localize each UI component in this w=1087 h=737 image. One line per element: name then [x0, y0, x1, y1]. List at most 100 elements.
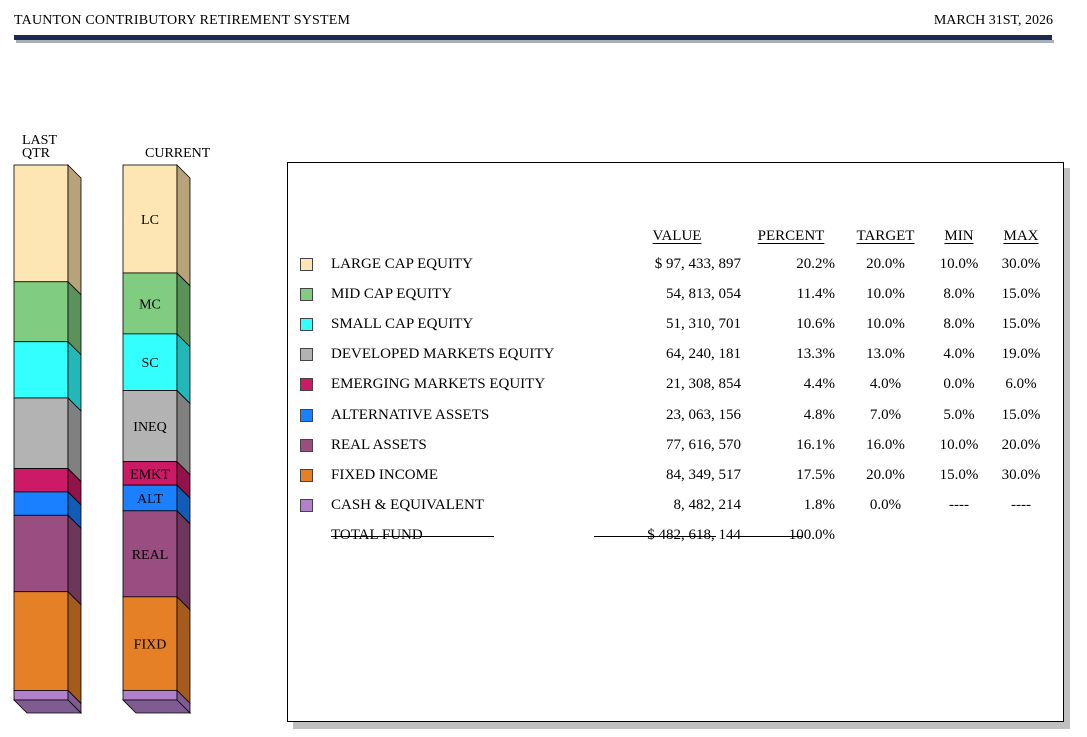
bar-segment-side-ineq — [176, 389, 191, 476]
table-header-row: VALUE PERCENT TARGET MIN MAX — [297, 227, 1052, 249]
asset-max: 6.0% — [1005, 376, 1037, 393]
total-value: $ 482, 618, 144 — [647, 527, 741, 544]
bar-segment-emkt — [13, 468, 69, 493]
total-rule-percent — [728, 536, 803, 537]
asset-target: 10.0% — [866, 285, 905, 302]
total-label: TOTAL FUND — [331, 527, 423, 544]
asset-class-name: FIXED INCOME — [331, 466, 439, 483]
segment-label-emkt: EMKT — [130, 467, 170, 482]
bar-bottom-face — [122, 699, 191, 714]
asset-class-name: ALTERNATIVE ASSETS — [331, 406, 490, 423]
asset-max: ---- — [1011, 497, 1031, 514]
report-title: TAUNTON CONTRIBUTORY RETIREMENT SYSTEM — [14, 13, 351, 28]
asset-max: 30.0% — [1001, 255, 1041, 272]
asset-percent: 4.4% — [803, 376, 835, 393]
header-value: VALUE — [652, 227, 702, 244]
total-percent: 100.0% — [788, 527, 835, 544]
asset-class-name: REAL ASSETS — [331, 436, 427, 453]
asset-min: 8.0% — [943, 315, 975, 332]
table-row: LARGE CAP EQUITY $ 97, 433, 897 20.2% 20.0%… — [297, 249, 1052, 279]
bar-segment-lc — [13, 164, 69, 283]
asset-class-name: LARGE CAP EQUITY — [331, 255, 473, 272]
asset-value: 21, 308, 854 — [666, 376, 741, 393]
asset-target: 0.0% — [869, 497, 902, 514]
last-qtr-label-line2: QTR — [22, 146, 51, 161]
bar-segment-side-lc — [176, 164, 191, 287]
header-target: TARGET — [856, 227, 915, 244]
table-row: MID CAP EQUITY 54, 813, 054 11.4% 10.0% 8.0%… — [297, 279, 1052, 309]
bar-last-qtr — [13, 164, 82, 714]
asset-class-name: CASH & EQUIVALENT — [331, 497, 485, 514]
table-row: FIXED INCOME 84, 349, 517 17.5% 20.0% 15.0% 3… — [297, 460, 1052, 490]
legend-swatch — [300, 257, 313, 271]
asset-target: 16.0% — [866, 436, 905, 453]
bar-segment-side-fixd — [176, 595, 191, 705]
asset-min: 5.0% — [943, 406, 975, 423]
asset-max: 15.0% — [1001, 406, 1041, 423]
asset-max: 15.0% — [1001, 285, 1041, 302]
header-max: MAX — [1003, 227, 1039, 244]
asset-min: 15.0% — [939, 466, 979, 483]
asset-value: 51, 310, 701 — [666, 315, 741, 332]
asset-min: 8.0% — [943, 285, 975, 302]
asset-value: 8, 482, 214 — [673, 497, 742, 514]
asset-min: ---- — [949, 497, 969, 514]
bar-segment-ineq — [13, 397, 69, 469]
asset-class-name: MID CAP EQUITY — [331, 285, 453, 302]
asset-target: 10.0% — [866, 315, 905, 332]
header-rule-shadow — [16, 40, 1054, 43]
asset-class-name: DEVELOPED MARKETS EQUITY — [331, 346, 555, 363]
bar-segment-side-ineq — [67, 397, 82, 483]
table-row: EMERGING MARKETS EQUITY 21, 308, 854 4.4% 4… — [297, 370, 1052, 400]
legend-swatch — [300, 348, 313, 362]
allocation-table: VALUE PERCENT TARGET MIN MAX LARGE CAP E… — [297, 227, 1052, 551]
asset-min: 10.0% — [939, 255, 979, 272]
bar-segment-sc — [122, 333, 178, 391]
legend-swatch — [300, 287, 313, 301]
bar-current: LC MC SC INEQ EMKT ALT REAL FIXD — [122, 164, 191, 714]
legend-swatch — [300, 499, 313, 513]
asset-percent: 1.8% — [803, 497, 835, 514]
total-rule-value — [594, 536, 716, 537]
header-rule — [14, 35, 1052, 40]
header-percent: PERCENT — [757, 227, 825, 244]
bar-segment-side-real — [176, 509, 191, 611]
table-row: REAL ASSETS 77, 616, 570 16.1% 16.0% 10.0% 20… — [297, 430, 1052, 460]
asset-target: 4.0% — [869, 376, 902, 393]
bar-segment-real — [13, 514, 69, 593]
bar-segment-cash — [13, 690, 69, 701]
header-min: MIN — [944, 227, 974, 244]
bar-segment-fixd — [122, 596, 178, 691]
legend-swatch — [300, 378, 313, 392]
bar-bottom-face — [13, 699, 82, 714]
bar-segment-side-real — [67, 514, 82, 606]
asset-percent: 4.8% — [803, 406, 835, 423]
stacked-bar-chart: LAST QTR CURRENT LC MC SC INEQ EMKT ALT REAL FI… — [13, 133, 211, 714]
legend-swatch — [300, 318, 313, 332]
table-row: CASH & EQUIVALENT 8, 482, 214 1.8% 0.0% ----… — [297, 491, 1052, 521]
asset-class-name: EMERGING MARKETS EQUITY — [331, 376, 546, 393]
asset-min: 10.0% — [939, 436, 979, 453]
asset-target: 7.0% — [869, 406, 902, 423]
asset-value: 23, 063, 156 — [666, 406, 741, 423]
segment-label-alt: ALT — [137, 492, 163, 507]
table-row: SMALL CAP EQUITY 51, 310, 701 10.6% 10.0% 8.… — [297, 309, 1052, 339]
segment-label-ineq: INEQ — [133, 420, 166, 435]
asset-value: 64, 240, 181 — [666, 346, 741, 363]
asset-min: 0.0% — [943, 376, 975, 393]
legend-swatch — [300, 468, 313, 482]
segment-label-lc: LC — [141, 213, 159, 228]
total-rule-name — [331, 536, 494, 537]
segment-label-sc: SC — [141, 356, 158, 371]
asset-value: 84, 349, 517 — [666, 466, 741, 483]
asset-value: $ 97, 433, 897 — [654, 255, 741, 272]
asset-percent: 11.4% — [796, 285, 835, 302]
bar-segment-fixd — [13, 591, 69, 691]
asset-min: 4.0% — [943, 346, 975, 363]
segment-label-fixd: FIXD — [134, 638, 167, 653]
segment-label-real: REAL — [132, 548, 169, 563]
bar-segment-cash — [122, 689, 178, 701]
asset-percent: 20.2% — [796, 255, 835, 272]
asset-max: 19.0% — [1001, 346, 1041, 363]
asset-target: 20.0% — [866, 466, 905, 483]
